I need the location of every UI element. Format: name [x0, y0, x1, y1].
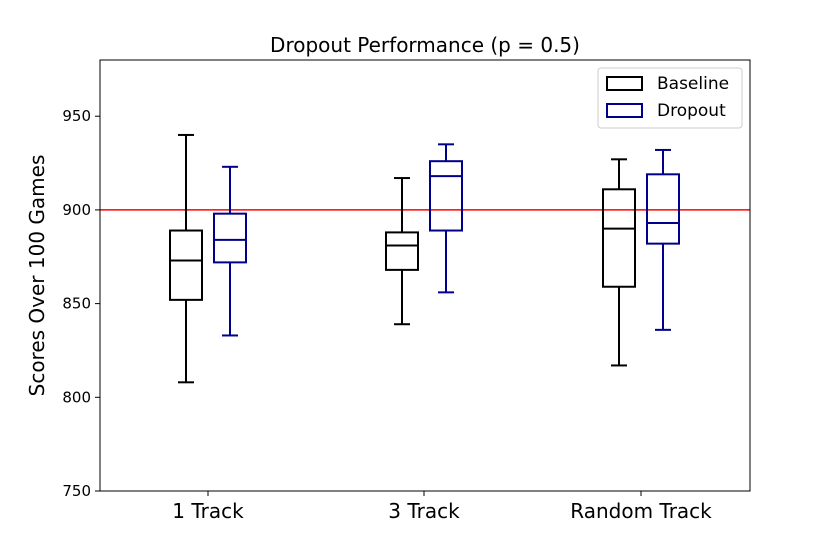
- box-dropout-2: [646, 148, 680, 331]
- box-dropout-0: [213, 165, 247, 337]
- y-axis-label: Scores Over 100 Games: [25, 155, 49, 397]
- box-baseline-0: [169, 133, 203, 384]
- iqr-box: [429, 160, 463, 232]
- x-axis: 1 Track 3 Track Random Track: [172, 491, 712, 523]
- legend-label-dropout: Dropout: [657, 101, 726, 121]
- iqr-box: [169, 229, 203, 301]
- y-axis: 750 800 850 900 950: [62, 107, 100, 500]
- iqr-box: [646, 173, 680, 245]
- iqr-box: [602, 188, 636, 288]
- x-tick-label: Random Track: [570, 499, 712, 523]
- y-tick-label: 900: [62, 201, 91, 219]
- x-tick-label: 1 Track: [172, 499, 244, 523]
- legend-swatch-dropout: [606, 103, 643, 118]
- iqr-box: [385, 231, 419, 271]
- y-tick-label: 800: [62, 388, 91, 406]
- chart-title: Dropout Performance (p = 0.5): [270, 33, 580, 57]
- legend: Baseline Dropout: [597, 67, 743, 129]
- plot-area: [100, 133, 750, 384]
- y-tick-label: 850: [62, 295, 91, 313]
- box-baseline-2: [602, 158, 636, 367]
- iqr-box: [213, 212, 247, 264]
- box-dropout-1: [429, 143, 463, 294]
- axes-frame: [99, 59, 751, 492]
- legend-swatch-baseline: [606, 76, 643, 91]
- legend-frame: [597, 67, 743, 129]
- box-baseline-1: [385, 177, 419, 326]
- y-tick-label: 950: [62, 107, 91, 125]
- legend-label-baseline: Baseline: [657, 74, 729, 94]
- y-tick-label: 750: [62, 482, 91, 500]
- x-tick-label: 3 Track: [388, 499, 460, 523]
